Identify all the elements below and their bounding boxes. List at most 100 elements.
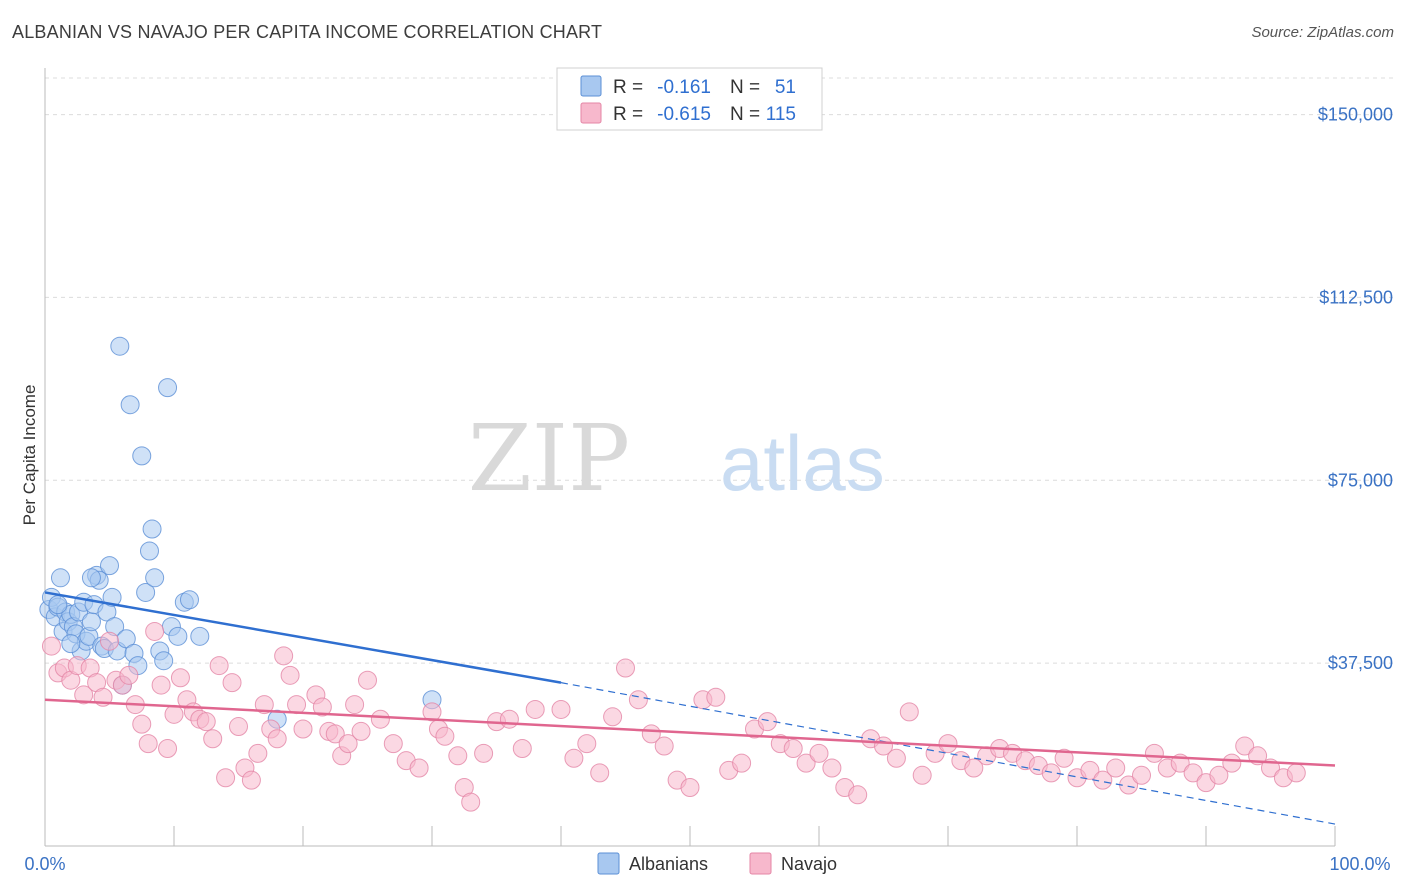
data-point [435, 726, 455, 746]
data-point [222, 673, 242, 693]
data-point [1222, 753, 1242, 773]
data-point [119, 665, 139, 685]
data-point [168, 626, 188, 646]
data-point [783, 738, 803, 758]
data-point [196, 712, 216, 732]
data-point [102, 587, 122, 607]
data-point [120, 395, 140, 415]
series-legend: Albanians Navajo [597, 852, 837, 875]
data-point [145, 621, 165, 641]
data-point [241, 770, 261, 790]
series-legend-swatch [597, 852, 620, 875]
data-points [39, 336, 1306, 812]
data-point [628, 690, 648, 710]
data-point [796, 753, 816, 773]
legend-r-value: -0.161 [657, 77, 711, 98]
legend-swatch [580, 102, 602, 124]
data-point [145, 568, 165, 588]
watermark-atlas: atlas [720, 419, 885, 507]
trend-line [44, 591, 562, 684]
data-point [267, 729, 287, 749]
data-point [474, 743, 494, 763]
x-tick-label: 100.0% [1329, 854, 1390, 874]
data-point [1132, 765, 1151, 785]
data-point [912, 765, 932, 785]
data-point [654, 736, 674, 756]
chart-title: ALBANIAN VS NAVAJO PER CAPITA INCOME COR… [12, 22, 603, 42]
series-legend-swatch [749, 852, 772, 875]
y-axis-label: Per Capita Income [20, 385, 39, 526]
data-point [899, 702, 919, 722]
data-point [293, 719, 313, 739]
legend-r-label: R = [613, 104, 643, 125]
data-point [577, 734, 597, 754]
data-point [74, 685, 94, 705]
data-point [50, 568, 70, 588]
data-point [822, 758, 842, 778]
data-point [190, 626, 210, 646]
axes [44, 68, 1336, 847]
data-point [603, 707, 623, 727]
data-point [338, 734, 358, 754]
data-point [274, 646, 294, 666]
data-point [287, 695, 307, 715]
y-tick-label: $75,000 [1328, 470, 1393, 490]
data-point [248, 743, 268, 763]
legend-n-value: 115 [766, 104, 796, 125]
data-point [1144, 743, 1164, 763]
y-tick-label: $112,500 [1319, 287, 1393, 307]
data-point [138, 734, 158, 754]
data-point [564, 748, 584, 768]
y-tick-label: $150,000 [1318, 105, 1393, 125]
data-point [732, 753, 752, 773]
data-point [1080, 760, 1100, 780]
data-point [1183, 763, 1203, 783]
data-point [142, 519, 162, 539]
data-point [1106, 758, 1126, 778]
data-point [370, 709, 390, 729]
stats-legend: R = -0.161 N = 51 R = -0.615 N = 115 [556, 67, 823, 131]
data-point [512, 738, 532, 758]
data-point [590, 763, 610, 783]
data-point [280, 665, 300, 685]
data-point [158, 378, 178, 398]
data-point [1041, 763, 1061, 783]
data-point [132, 714, 152, 734]
legend-n-value: 51 [775, 77, 796, 98]
grid-lines [45, 77, 1395, 664]
trend-line-extension [560, 682, 1336, 825]
chart-source: Source: ZipAtlas.com [1251, 24, 1394, 41]
watermark-zip: ZIP [468, 405, 630, 512]
x-tick-labels: 0.0% 100.0% [24, 854, 1390, 874]
data-point [154, 651, 174, 671]
legend-swatch [580, 75, 602, 97]
data-point [100, 556, 119, 576]
data-point [136, 582, 156, 602]
data-point [325, 724, 345, 744]
data-point [139, 541, 159, 561]
data-point [499, 709, 519, 729]
data-point [345, 695, 365, 715]
series-legend-label: Navajo [781, 854, 837, 874]
trend-line [44, 698, 1336, 767]
data-point [312, 697, 332, 717]
data-point [964, 758, 984, 778]
data-point [1286, 763, 1306, 783]
data-point [1209, 765, 1229, 785]
data-point [209, 656, 229, 676]
data-point [848, 785, 868, 805]
legend-n-label: N = [730, 104, 760, 125]
y-tick-labels: $37,500 $75,000 $112,500 $150,000 [1318, 105, 1393, 674]
data-point [132, 446, 152, 466]
data-point [448, 746, 468, 766]
data-point [351, 721, 371, 741]
series-legend-label: Albanians [629, 854, 708, 874]
data-point [48, 595, 68, 615]
data-point [100, 631, 119, 651]
legend-n-label: N = [730, 77, 760, 98]
data-point [254, 695, 274, 715]
data-point [383, 734, 403, 754]
data-point [170, 668, 190, 688]
data-point [61, 634, 81, 654]
